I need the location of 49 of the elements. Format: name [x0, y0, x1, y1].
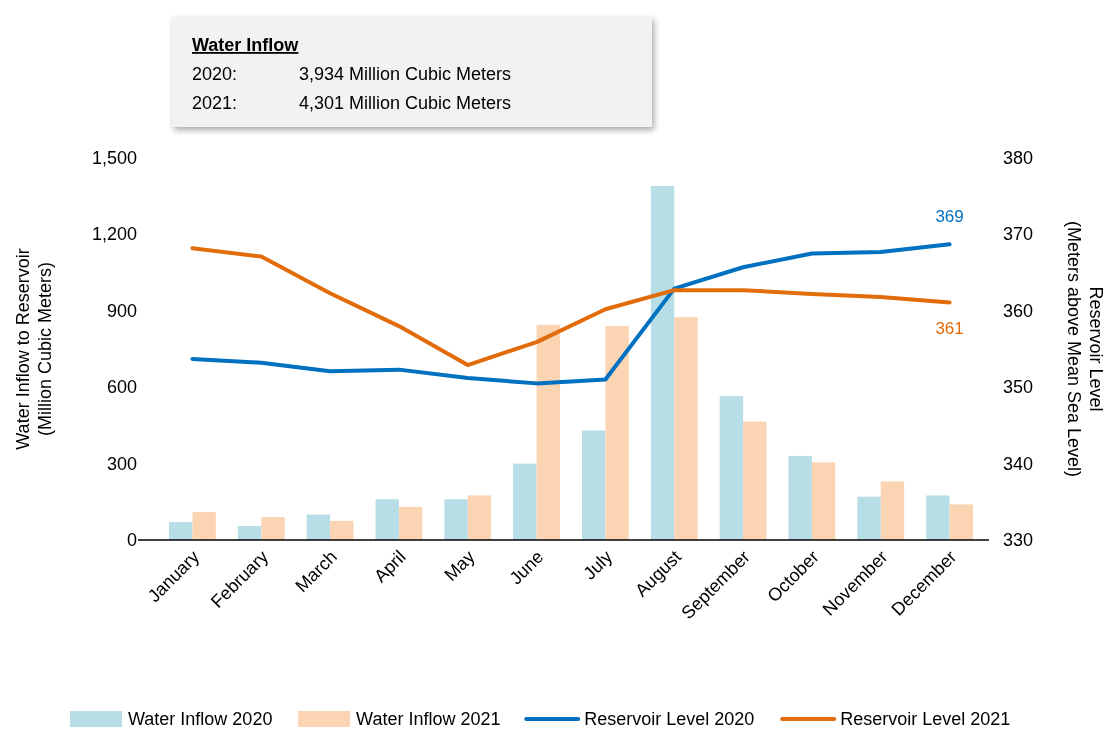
legend-label: Reservoir Level 2020 [584, 709, 755, 729]
data-label: 361 [935, 319, 964, 339]
y-axis-title: Water Inflow to Reservoir (Million Cubic Meters) [13, 248, 55, 450]
bar [605, 326, 629, 540]
text: 2020: 3,934 Million Cubic Meters [192, 64, 512, 84]
bar [330, 520, 354, 540]
bar [582, 430, 606, 540]
bar [719, 396, 744, 540]
bar [674, 317, 698, 540]
y2-tick-label: 350 [1003, 377, 1034, 398]
y-tick-label: 0 [126, 530, 137, 550]
bar [811, 462, 836, 540]
y-tick-label: 900 [106, 300, 137, 321]
text: 2021: 4,301 Million Cubic Meters [192, 93, 512, 113]
y2-tick-label: 360 [1003, 300, 1034, 321]
legend-label: Water Inflow 2020 [128, 709, 273, 729]
text: Water Inflow [192, 35, 300, 55]
bar [306, 514, 331, 540]
y-tick-label: 1,200 [91, 224, 137, 245]
y2-tick-label: 340 [1003, 453, 1034, 474]
bar [513, 463, 537, 540]
bar [880, 481, 905, 540]
legend-label: Water Inflow 2021 [356, 709, 501, 729]
bar [467, 495, 492, 540]
legend-label: Reservoir Level 2021 [840, 709, 1011, 729]
bar [949, 504, 973, 540]
bar [375, 499, 399, 540]
bar [536, 324, 560, 540]
bar [192, 511, 216, 540]
bar [857, 496, 881, 540]
data-label: 369 [935, 207, 964, 227]
bar [926, 495, 950, 540]
x-tick-label: July [579, 546, 617, 584]
y2-tick-label: 380 [1003, 148, 1034, 168]
bar [788, 455, 812, 540]
bar [398, 506, 423, 540]
y-tick-label: 1,500 [91, 148, 137, 168]
y2-axis-title: Reservoir Level (Meters above Mean Sea Level) [1064, 220, 1106, 478]
bar [743, 421, 767, 540]
y-tick-label: 300 [106, 453, 137, 474]
y2-tick-label: 370 [1003, 224, 1034, 245]
bar [261, 517, 285, 540]
bar [650, 186, 675, 540]
bar [237, 525, 262, 540]
bar [169, 522, 193, 540]
y2-tick-label: 330 [1003, 530, 1034, 550]
bar [444, 499, 468, 540]
y-tick-label: 600 [106, 377, 137, 398]
x-tick-label: May [440, 546, 479, 585]
